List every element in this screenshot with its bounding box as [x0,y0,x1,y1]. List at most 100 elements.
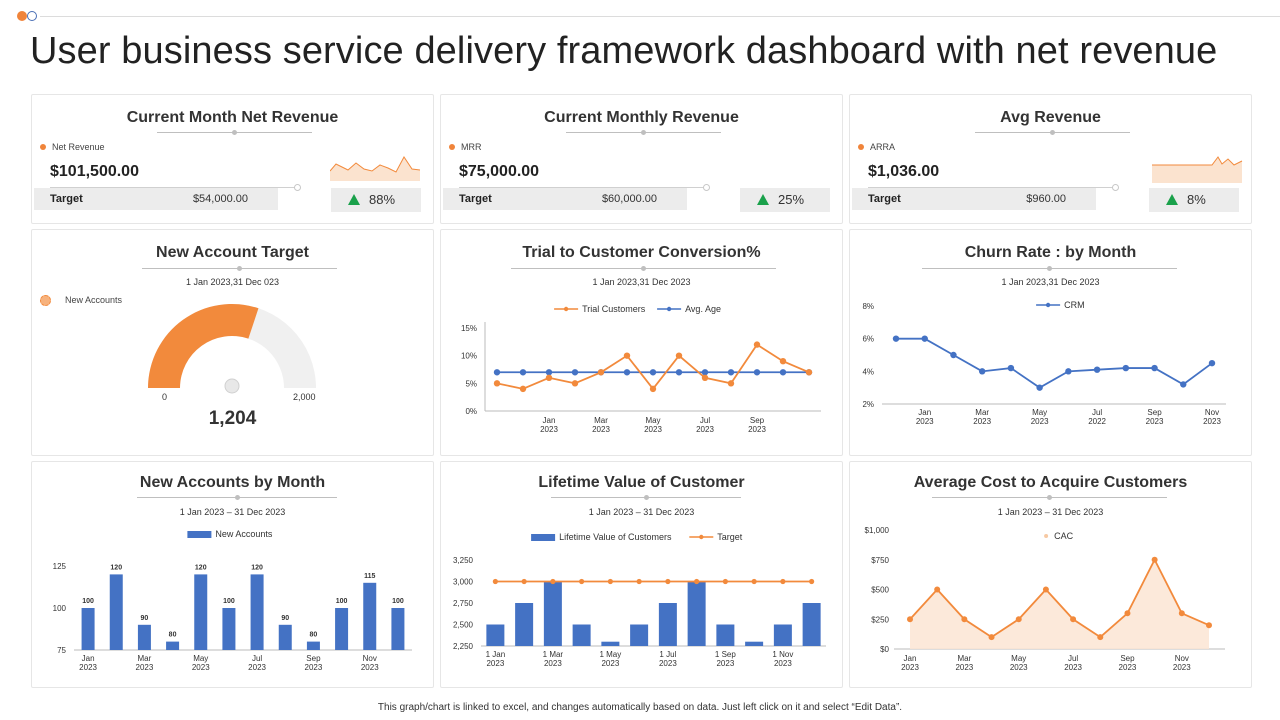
target-bar: Target $54,000.00 [34,188,278,210]
bar [335,608,349,650]
kpi-title: Current Monthly Revenue [544,109,739,126]
legend-label: Lifetime Value of Customers [559,532,672,542]
bar [745,641,764,646]
target-label: Target [459,193,492,205]
x-tick-label: Jan 2023 [79,654,97,672]
x-tick-label: Sep 2023 [1119,654,1137,672]
kpi-legend: Net Revenue [40,142,105,152]
legend-label: New Accounts [215,529,273,539]
target-label: Target [50,193,83,205]
bar [250,574,264,650]
y-tick-label: 5% [465,379,477,388]
series-line [909,557,1210,639]
pct-value: 25% [778,192,805,207]
bar-value-label: 115 [364,573,375,580]
data-point [1178,610,1185,617]
bar [81,608,95,650]
legend-label: CAC [1054,531,1074,541]
x-tick-label: May 2023 [192,654,210,672]
legend-swatch [1044,534,1049,538]
bar [658,603,677,646]
bar [773,624,792,646]
x-tick-label: Mar 2023 [136,654,154,672]
title-underline [511,266,776,271]
gauge-legend-label: New Accounts [65,295,123,305]
kpi-slider[interactable] [50,184,301,191]
y-tick-label: 2,500 [453,621,474,630]
cac-card[interactable]: Average Cost to Acquire Customers 1 Jan … [849,461,1252,688]
target-value: $54,000.00 [192,193,248,205]
new-account-target-card[interactable]: New Account Target 1 Jan 2023,31 Dec 023… [31,229,434,456]
x-tick-label: 1 Nov 2023 [772,650,793,668]
bar-value-label: 90 [281,615,289,622]
data-point [1097,634,1104,641]
bar [222,608,236,650]
legend-marker-icon [40,295,51,307]
kpi-card-monthly-revenue[interactable]: Current Monthly Revenue MRR $75,000.00 T… [440,94,843,224]
target-bar: Target $60,000.00 [443,188,687,210]
date-range: 1 Jan 2023,31 Dec 023 [185,277,280,287]
title-underline [975,130,1130,135]
bar [630,624,649,646]
pct-value: 8% [1187,192,1206,207]
y-tick-label: 6% [862,335,874,344]
x-tick-label: Nov 2023 [1203,408,1221,426]
data-point [545,369,553,376]
card-title: Average Cost to Acquire Customers [913,474,1188,491]
y-tick-label: 3,250 [453,556,474,565]
data-point [1065,368,1072,375]
data-point [892,335,900,342]
bar-value-label: 100 [82,598,94,605]
data-point [493,380,501,387]
legend-label: Trial Customers [582,304,646,314]
x-tick-label: 1 May 2023 [599,650,621,668]
y-tick-label: $500 [871,586,889,595]
bar [601,641,620,646]
bar-value-label: 80 [310,632,318,639]
y-tick-label: 8% [862,302,874,311]
x-tick-label: Jan 2023 [901,654,919,672]
kpi-card-avg-revenue[interactable]: Avg Revenue ARRA $1,036.00 Target $960.0… [849,94,1252,224]
churn-rate-card[interactable]: Churn Rate : by Month 1 Jan 2023,31 Dec … [849,229,1252,456]
kpi-card-net-revenue[interactable]: Current Month Net Revenue Net Revenue $1… [31,94,434,224]
new-accounts-card[interactable]: New Accounts by Month 1 Jan 2023 – 31 De… [31,461,434,688]
date-range: 1 Jan 2023 – 31 Dec 2023 [588,507,695,517]
x-tick-label: Jul 2023 [696,416,714,434]
sparkline-net-revenue [330,156,421,181]
x-tick-label: Mar 2023 [973,408,991,426]
gauge-max-label: 2,000 [293,392,316,402]
trend-up-triangle-icon [757,194,769,205]
kpi-slider[interactable] [868,184,1119,191]
title-underline [932,495,1167,500]
date-range: 1 Jan 2023 – 31 Dec 2023 [179,507,286,517]
title-underline [922,266,1177,271]
cac-chart: CAC $0 $250 $500 $750 $1,000 Jan 2023 Mar 2023 May… [865,526,1225,672]
x-tick-label: 1 Jul 2023 [659,650,677,668]
pct-change-badge: 25% [740,188,830,212]
data-point [1036,384,1043,391]
target-point [722,578,728,585]
legend-swatch [531,534,556,541]
target-point [607,578,613,585]
data-point [571,380,579,387]
lifetime-value-card[interactable]: Lifetime Value of Customer 1 Jan 2023 – … [440,461,843,688]
data-point [1151,364,1158,372]
bar [515,603,534,646]
bar [109,574,123,650]
gauge-min-label: 0 [162,392,168,402]
data-point [571,369,579,376]
legend-swatch-marker [1045,302,1051,308]
kpi-legend-label: MRR [461,142,482,152]
bar [306,641,320,650]
target-value: $60,000.00 [601,193,657,205]
title-underline [566,130,721,135]
trial-conversion-card[interactable]: Trial to Customer Conversion% 1 Jan 2023… [440,229,843,456]
legend-swatch-marker [699,534,704,540]
kpi-slider[interactable] [459,184,710,191]
bar [363,582,377,650]
date-range: 1 Jan 2023 – 31 Dec 2023 [997,507,1104,517]
y-tick-label: 2,750 [453,599,474,608]
data-point [701,374,709,381]
data-point [727,380,735,387]
bar [543,581,562,646]
